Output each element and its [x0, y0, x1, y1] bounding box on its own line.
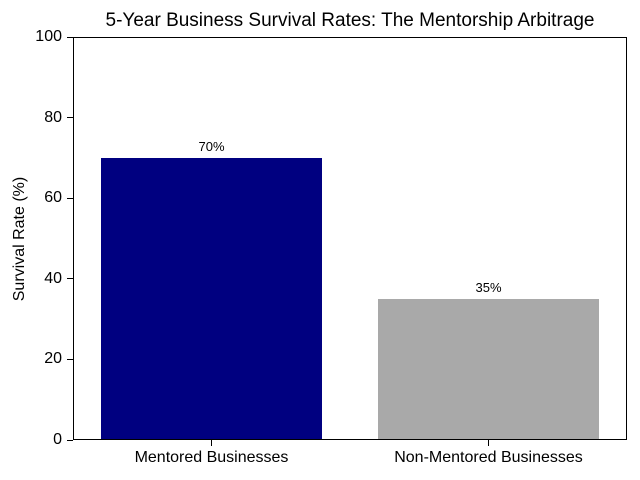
y-tick-label: 0: [53, 431, 62, 448]
y-tick-label: 100: [35, 28, 62, 45]
bar-value-label-mentored-businesses: 70%: [198, 138, 225, 154]
x-tick-mark: [211, 440, 212, 446]
x-tick-mark: [488, 440, 489, 446]
y-tick-mark: [67, 439, 73, 441]
y-tick-mark: [67, 358, 73, 360]
y-tick-label: 20: [44, 350, 62, 368]
y-tick-mark: [67, 117, 73, 119]
y-tick-mark: [67, 197, 73, 199]
y-tick-label: 60: [44, 189, 62, 207]
bar-value-label-non-mentored-businesses: 35%: [475, 279, 502, 295]
y-tick-label: 80: [44, 108, 62, 126]
y-tick-mark: [67, 278, 73, 280]
y-tick-label: 40: [44, 269, 62, 287]
y-axis-title: Survival Rate (%): [11, 176, 28, 302]
x-category-label-non-mentored-businesses: Non-Mentored Businesses: [394, 449, 583, 466]
bar-mentored-businesses: [100, 157, 323, 440]
bar-non-mentored-businesses: [377, 298, 600, 440]
chart-title: 5-Year Business Survival Rates: The Ment…: [105, 10, 595, 31]
y-tick-mark: [67, 36, 73, 38]
x-category-label-mentored-businesses: Mentored Businesses: [134, 449, 289, 466]
